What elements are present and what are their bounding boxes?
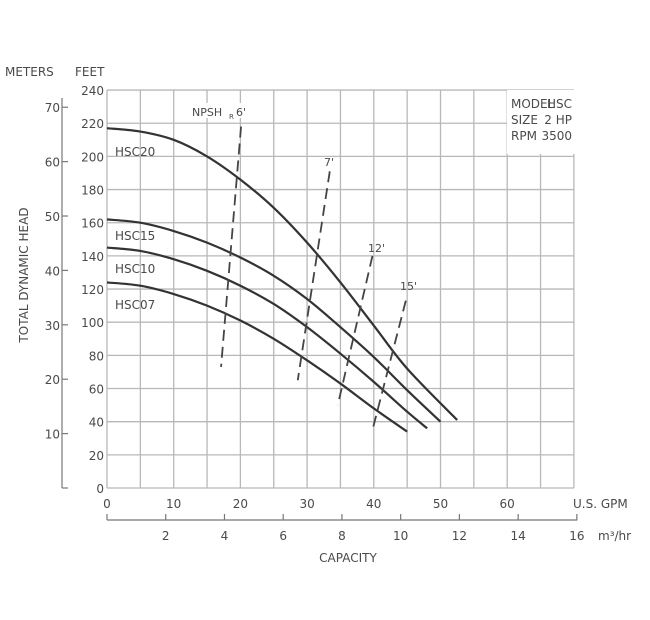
- gpm-tick: 60: [500, 497, 515, 511]
- meters-tick-label: 60: [45, 156, 60, 170]
- meters-tick-label: 70: [45, 101, 60, 115]
- feet-tick: 20: [89, 449, 104, 463]
- npsh-lines: [220, 126, 407, 431]
- feet-tick: 60: [89, 383, 104, 397]
- meters-tick-label: 20: [45, 373, 60, 387]
- svg-text:6': 6': [236, 106, 246, 119]
- feet-tick: 160: [81, 217, 104, 231]
- gpm-tick: 30: [299, 497, 314, 511]
- meters-tick-label: 10: [45, 428, 60, 442]
- legend-box: MODEL HSC SIZE 2 HP RPM 3500: [511, 97, 572, 143]
- label-hsc15: HSC15: [115, 229, 155, 243]
- gpm-unit-label: U.S. GPM: [573, 497, 628, 511]
- meters-tick-label: 40: [45, 264, 60, 278]
- curve-hsc15: [106, 218, 442, 423]
- m3hr-tick-label: 14: [511, 529, 526, 543]
- legend-model-value: HSC: [547, 97, 572, 111]
- feet-tick: 180: [81, 184, 104, 198]
- m3hr-tick-label: 12: [452, 529, 467, 543]
- feet-tick: 80: [89, 349, 104, 363]
- gpm-tick: 20: [233, 497, 248, 511]
- feet-tick: 240: [81, 84, 104, 98]
- npsh-label-15: 15': [400, 280, 417, 293]
- npsh-label-6: NPSH R 6': [190, 103, 250, 121]
- y-axis-label: TOTAL DYNAMIC HEAD: [17, 207, 31, 343]
- feet-tick: 200: [81, 150, 104, 164]
- m3hr-tick-label: 8: [338, 529, 346, 543]
- m3hr-tick-label: 16: [569, 529, 584, 543]
- x-axis-label: CAPACITY: [319, 551, 377, 565]
- label-hsc10: HSC10: [115, 262, 155, 276]
- npsh-line: [220, 126, 242, 368]
- npsh-line: [336, 255, 374, 406]
- legend-box-bg: [507, 90, 575, 154]
- feet-tick: 140: [81, 250, 104, 264]
- performance-curves: [106, 127, 458, 433]
- curve-hsc07: [106, 281, 408, 433]
- legend-size-value: 2 HP: [544, 113, 572, 127]
- feet-tick: 120: [81, 283, 104, 297]
- m3hr-tick-label: 4: [221, 529, 229, 543]
- m3hr-tick-label: 2: [162, 529, 170, 543]
- legend-model-label: MODEL: [511, 97, 555, 111]
- gpm-tick: 10: [166, 497, 181, 511]
- meters-axis-title: METERS: [5, 65, 54, 79]
- label-hsc07: HSC07: [115, 298, 155, 312]
- legend-rpm-label: RPM: [511, 129, 537, 143]
- meters-tick-label: 50: [45, 210, 60, 224]
- gpm-tick: 0: [103, 497, 111, 511]
- m3hr-tick-label: 6: [279, 529, 287, 543]
- legend-size-label: SIZE: [511, 113, 538, 127]
- m3hr-tick-label: 10: [393, 529, 408, 543]
- feet-tick: 40: [89, 416, 104, 430]
- curve-hsc10: [106, 246, 428, 430]
- svg-text:NPSH: NPSH: [192, 106, 222, 119]
- gpm-tick: 50: [433, 497, 448, 511]
- label-hsc20: HSC20: [115, 145, 155, 159]
- feet-axis-title: FEET: [75, 65, 105, 79]
- m3hr-unit-label: m³/hr: [598, 529, 631, 543]
- npsh-line: [296, 171, 331, 381]
- grid: [106, 89, 575, 489]
- legend-rpm-value: 3500: [541, 129, 572, 143]
- svg-text:R: R: [229, 113, 234, 121]
- npsh-label-12: 12': [368, 242, 385, 255]
- gpm-tick: 40: [366, 497, 381, 511]
- curve-hsc20: [106, 127, 458, 421]
- feet-tick: 220: [81, 117, 104, 131]
- npsh-label-7: 7': [324, 156, 334, 169]
- axes: 0204060801001201401601802002202401020304…: [45, 84, 585, 543]
- feet-tick: 0: [96, 482, 104, 496]
- meters-tick-label: 30: [45, 319, 60, 333]
- feet-tick: 100: [81, 316, 104, 330]
- npsh-line: [371, 300, 407, 431]
